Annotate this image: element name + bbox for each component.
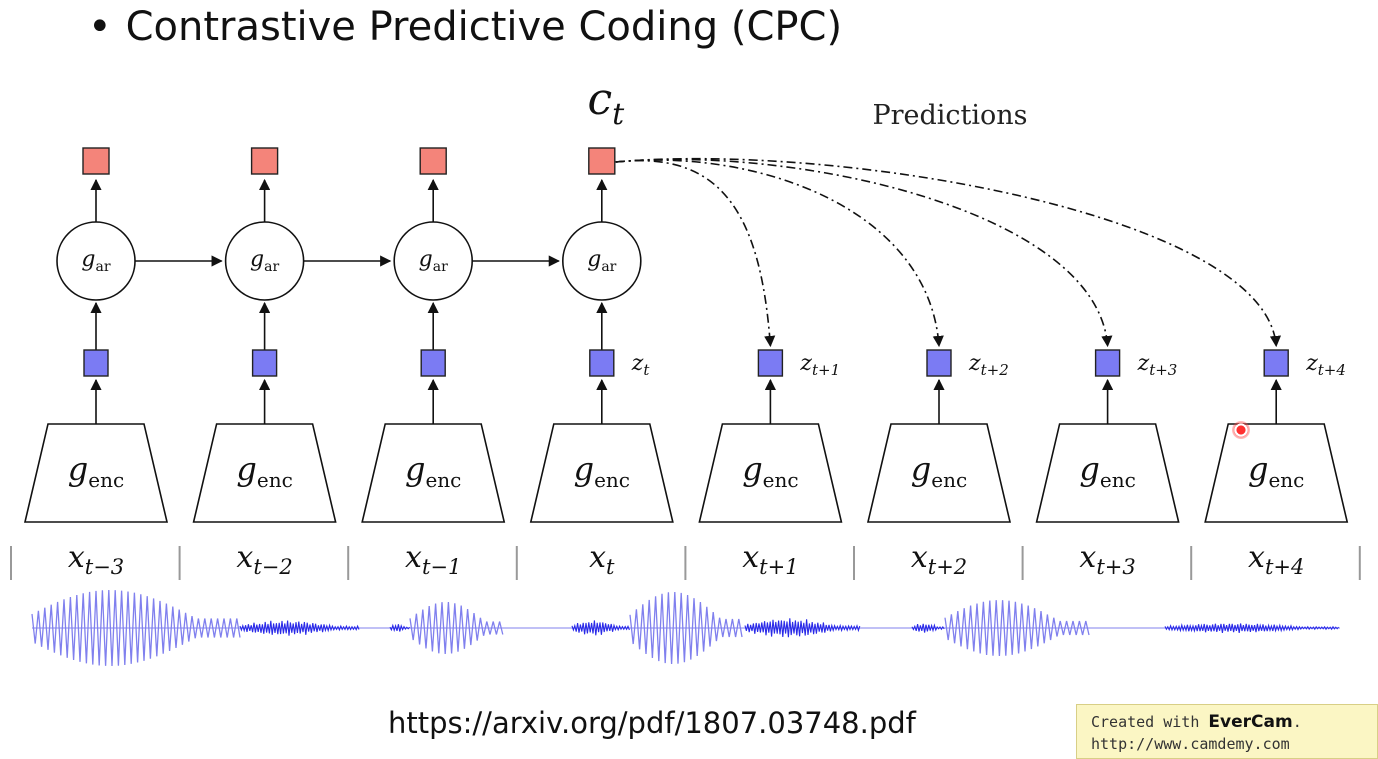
encoder-label: genc [1248, 450, 1304, 492]
watermark-brand: EverCam [1208, 712, 1293, 732]
latent-label: zt+1 [799, 351, 840, 379]
latent-label: zt+2 [968, 351, 1009, 379]
latent-z-square [589, 349, 615, 377]
waveform-segment [31, 589, 241, 667]
encoder-label: genc [405, 450, 461, 492]
latent-z-square [757, 349, 784, 377]
waveform-segment [944, 600, 1090, 657]
connections [10, 157, 1361, 580]
ar-label: gar [81, 247, 110, 275]
evercam-watermark: Created with EverCam. http://www.camdemy… [1076, 704, 1378, 759]
watermark-suffix: . [1292, 713, 1302, 731]
waveform-segment [744, 618, 861, 638]
context-c-square [82, 147, 110, 175]
title-bullet: • [88, 4, 112, 50]
input-x-label: xt+1 [742, 540, 798, 579]
watermark-prefix: Created with [1091, 713, 1209, 731]
encoder-block [1204, 423, 1349, 523]
cpc-diagram: genc xt−3 gar genc xt−2 gar genc xt−1 gar genc zt x… [10, 74, 1361, 667]
autoregressive-node [561, 221, 642, 301]
context-c-square [250, 147, 279, 175]
paper-url[interactable]: https://arxiv.org/pdf/1807.03748.pdf [388, 706, 916, 740]
prediction-arrow [615, 159, 776, 348]
input-x-label: xt+2 [911, 540, 967, 579]
ar-label: gar [250, 247, 279, 275]
autoregressive-node [224, 221, 305, 301]
input-x-label: xt+4 [1248, 540, 1304, 579]
ar-label: gar [419, 247, 448, 275]
autoregressive-node [56, 221, 136, 301]
autoregressive-node [393, 221, 474, 301]
waveform-segment [239, 620, 360, 636]
watermark-line2: http://www.camdemy.com [1091, 735, 1290, 753]
latent-z-square [420, 349, 446, 377]
latent-z-square [1094, 349, 1121, 377]
latent-label: zt+4 [1305, 351, 1346, 379]
waveform-segment [629, 591, 743, 665]
latent-z-square [926, 349, 952, 377]
latent-z-square [251, 349, 278, 377]
ar-label: gar [587, 247, 616, 275]
title-text: Contrastive Predictive Coding (CPC) [125, 4, 843, 50]
encoder-block [698, 423, 843, 523]
encoder-block [361, 423, 506, 523]
latent-z-square [1263, 349, 1289, 377]
waveform-segment [409, 602, 504, 655]
input-x-label: xt [589, 540, 615, 579]
input-x-label: xt−3 [68, 540, 124, 579]
encoder-block [866, 423, 1012, 523]
prediction-arrow [615, 159, 944, 348]
context-c-square [588, 147, 616, 175]
encoder-block [1035, 423, 1180, 523]
latent-label: zt+3 [1137, 351, 1178, 379]
latent-label: zt [631, 351, 651, 379]
nodes [23, 147, 1349, 523]
predictions-label: Predictions [872, 100, 1027, 131]
encoder-label: genc [574, 450, 630, 492]
watermark-line1: Created with EverCam. [1091, 711, 1377, 733]
encoder-label: genc [68, 450, 124, 492]
audio-waveform [31, 589, 1340, 667]
prediction-arrow [615, 158, 1113, 348]
encoder-block [23, 423, 169, 523]
encoder-label: genc [1079, 450, 1135, 492]
input-x-label: xt+3 [1079, 540, 1135, 579]
encoder-label: genc [742, 450, 798, 492]
encoder-block [529, 423, 674, 523]
labels: genc xt−3 gar genc xt−2 gar genc xt−1 gar genc zt x… [68, 74, 1346, 579]
input-x-label: xt−1 [405, 540, 461, 579]
input-x-label: xt−2 [236, 540, 292, 579]
prediction-arrow [615, 157, 1281, 348]
cursor-highlight-icon [1232, 421, 1250, 439]
context-label: ct [587, 74, 625, 132]
context-c-square [419, 147, 447, 175]
waveform-segment [571, 620, 630, 636]
encoder-label: genc [911, 450, 967, 492]
waveform-segment [1164, 622, 1340, 634]
latent-z-square [83, 349, 109, 377]
waveform-segment [389, 623, 411, 633]
encoder-block [192, 423, 337, 523]
encoder-label: genc [236, 450, 292, 492]
slide-title: • Contrastive Predictive Coding (CPC) [88, 4, 842, 50]
waveform-segment [911, 623, 945, 633]
